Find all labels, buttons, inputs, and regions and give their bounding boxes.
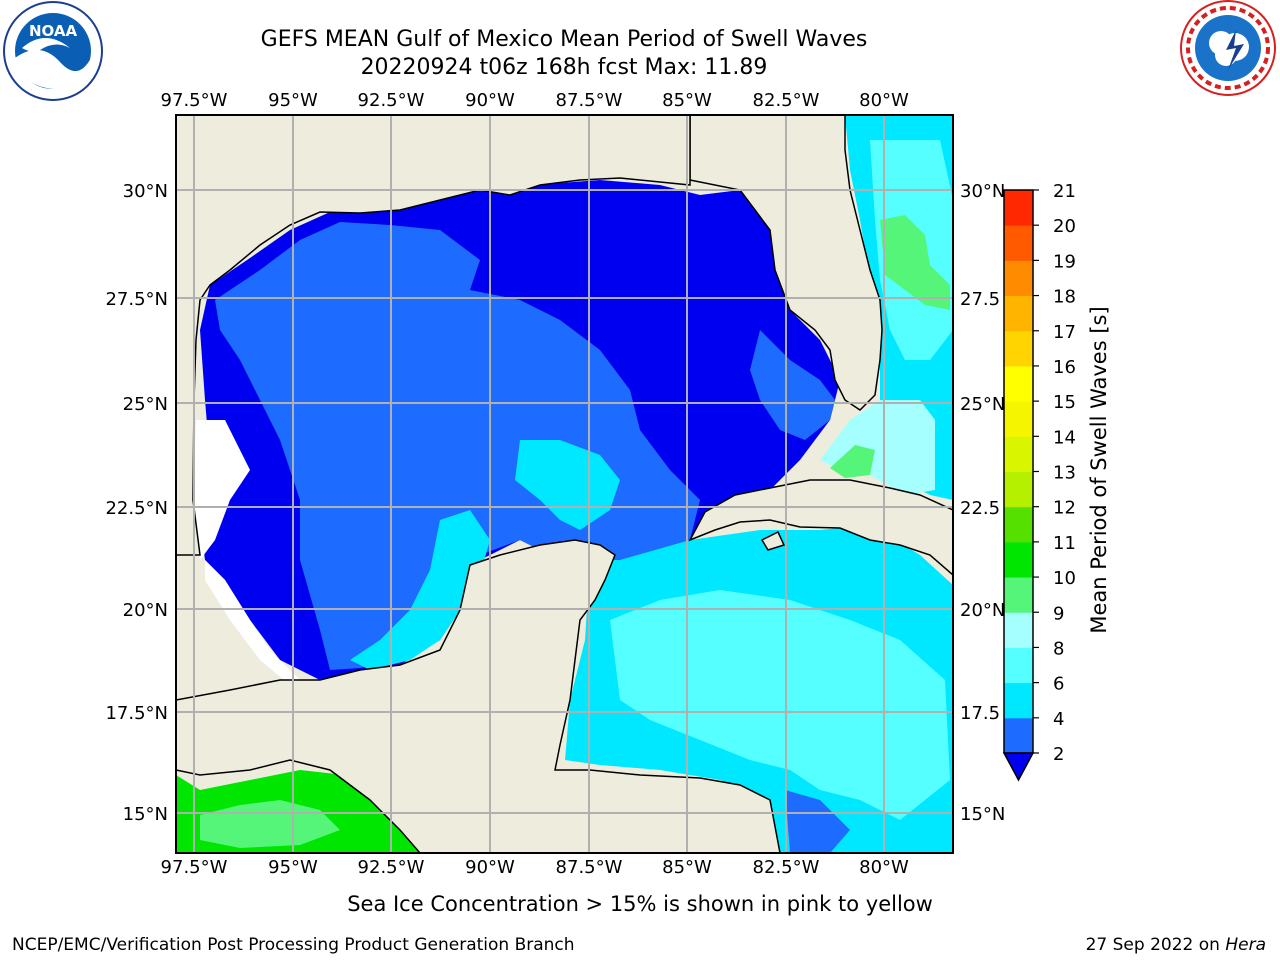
longitude-labels-top: 97.5°W 95°W 92.5°W 90°W 87.5°W 85°W 82.5°W 80°W (161, 90, 909, 111)
colorbar-tick-label: 11 (1053, 533, 1076, 554)
noaa-logo-text: NOAA (29, 22, 78, 40)
isle-of-youth (760, 530, 786, 551)
longitude-label: 80°W (859, 857, 909, 878)
longitude-label: 95°W (268, 90, 318, 111)
latitude-label: 15°N (123, 804, 168, 825)
latitude-label: 20°N (960, 600, 1005, 621)
colorbar-segment (1004, 401, 1033, 437)
colorbar-tick-label: 10 (1053, 568, 1076, 589)
latitude-label: 30°N (123, 181, 168, 202)
gulf-blue-patch-east (750, 330, 835, 440)
colorbar-tick-label: 18 (1053, 287, 1076, 308)
colorbar-tick-label: 9 (1053, 603, 1064, 624)
longitude-label: 82.5°W (753, 90, 820, 111)
footer-date-text: 27 Sep 2022 on (1086, 935, 1226, 955)
map-frame (175, 114, 954, 854)
longitude-label: 97.5°W (161, 90, 228, 111)
map-area (176, 115, 953, 853)
longitude-label: 82.5°W (753, 857, 820, 878)
colorbar-segment (1004, 682, 1033, 719)
latitude-label: 27.5 (960, 289, 1000, 310)
colorbar-segment (1004, 577, 1033, 613)
colorbar-segment (1004, 541, 1033, 578)
yucatan-peninsula (176, 539, 781, 853)
colorbar: 2 4 6 8 9 10 11 12 13 14 15 16 17 18 19 20 21 (1002, 181, 1076, 782)
colorbar-extend-arrow (1002, 752, 1035, 782)
latitude-label: 17.5°N (105, 703, 168, 724)
longitude-label: 85°W (662, 857, 712, 878)
longitude-label: 85°W (662, 90, 712, 111)
colorbar-segment (1004, 225, 1033, 261)
latitude-label: 25°N (123, 394, 168, 415)
colorbar-segment (1004, 190, 1033, 226)
colorbar-tick-label: 2 (1053, 744, 1064, 765)
colorbar-tick-label: 4 (1053, 709, 1064, 730)
colorbar-tick-label: 15 (1053, 392, 1076, 413)
latitude-labels-right: 30°N 27.5 25°N 22.5 20°N 17.5 15°N (960, 181, 1005, 825)
latitude-label: 27.5°N (105, 289, 168, 310)
colorbar-tick-label: 17 (1053, 322, 1076, 343)
latitude-label: 22.5°N (105, 498, 168, 519)
longitude-label: 92.5°W (358, 90, 425, 111)
colorbar-tick-label: 16 (1053, 357, 1076, 378)
latitude-label: 15°N (960, 804, 1005, 825)
map-title-line1: GEFS MEAN Gulf of Mexico Mean Period of … (260, 27, 868, 52)
colorbar-segment (1004, 506, 1033, 543)
coastal-nodata-west (193, 420, 250, 560)
colorbar-segment (1004, 717, 1033, 754)
colorbar-segment (1004, 330, 1033, 367)
colorbar-tick-label: 6 (1053, 674, 1064, 695)
campeche-cyan-region (350, 510, 490, 670)
latitude-label: 17.5 (960, 703, 1000, 724)
latitude-labels-left: 30°N 27.5°N 25°N 22.5°N 20°N 17.5°N 15°N (105, 181, 168, 825)
longitude-label: 90°W (465, 90, 515, 111)
noaa-logo: NOAA (3, 1, 103, 101)
coastal-nodata-southwest (205, 560, 300, 685)
longitude-label: 90°W (465, 857, 515, 878)
colorbar-segment (1004, 436, 1033, 472)
colorbar-tick-label: 12 (1053, 498, 1076, 519)
colorbar-tick-label: 8 (1053, 638, 1064, 659)
caribbean-southeast-blue (785, 790, 850, 853)
atlantic-green-patch (880, 215, 950, 310)
footer-machine: Hera (1225, 935, 1266, 955)
graticule (176, 115, 953, 853)
longitude-labels-bottom: 97.5°W 95°W 92.5°W 90°W 87.5°W 85°W 82.5°W 80°W (161, 857, 909, 878)
footer-credit: NCEP/EMC/Verification Post Processing Pr… (12, 935, 575, 955)
colorbar-label: Mean Period of Swell Waves [s] (1087, 306, 1111, 633)
latitude-label: 22.5 (960, 498, 1000, 519)
colorbar-tick-label: 21 (1053, 181, 1076, 202)
colorbar-segment (1004, 365, 1033, 402)
longitude-label: 97.5°W (161, 857, 228, 878)
colorbar-tick-label: 13 (1053, 463, 1076, 484)
longitude-label: 92.5°W (358, 857, 425, 878)
colorbar-segment (1004, 612, 1033, 648)
colorbar-tick-label: 19 (1053, 251, 1076, 272)
latitude-label: 25°N (960, 394, 1005, 415)
sea-ice-annotation: Sea Ice Concentration > 15% is shown in … (347, 892, 933, 916)
footer-date: 27 Sep 2022 on Hera (1086, 935, 1266, 955)
longitude-label: 80°W (859, 90, 909, 111)
longitude-label: 87.5°W (556, 857, 623, 878)
colorbar-segment (1004, 260, 1033, 297)
florida-straits-green-patch (830, 445, 875, 478)
longitude-label: 95°W (268, 857, 318, 878)
nws-logo (1180, 0, 1276, 96)
colorbar-tick-label: 20 (1053, 216, 1076, 237)
longitude-label: 87.5°W (556, 90, 623, 111)
map-title-line2: 20220924 t06z 168h fcst Max: 11.89 (360, 55, 768, 80)
colorbar-segment (1004, 295, 1033, 332)
latitude-label: 20°N (123, 600, 168, 621)
colorbar-segment (1004, 471, 1033, 508)
colorbar-segment (1004, 647, 1033, 684)
colorbar-tick-label: 14 (1053, 427, 1076, 448)
cuba-landmass (688, 479, 953, 576)
caribbean-light-cyan-region (610, 590, 950, 820)
latitude-label: 30°N (960, 181, 1005, 202)
